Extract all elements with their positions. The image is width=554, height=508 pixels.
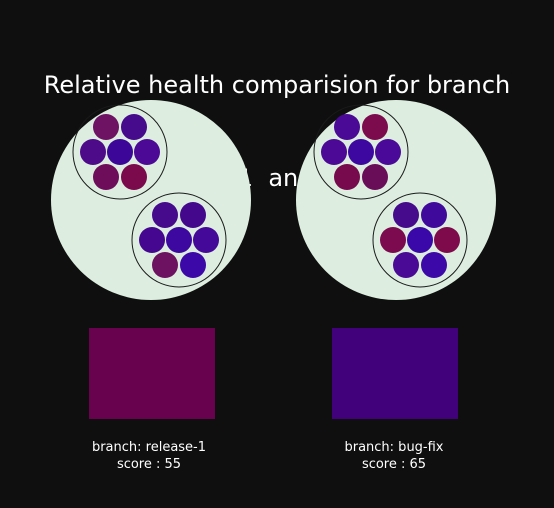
release-1-group-1-dot-6 — [93, 164, 119, 190]
bug-fix-group-1-dot-6 — [334, 164, 360, 190]
bug-fix-label: branch: bug-fix score : 65 — [294, 439, 494, 473]
bug-fix-group-2-bubble — [372, 192, 468, 288]
release-1-branch-text: branch: release-1 — [91, 440, 207, 455]
release-1-group-2-dot-3 — [139, 227, 165, 253]
bug-fix-group-1-dot-5 — [375, 139, 401, 165]
bug-fix-branch-text: branch: bug-fix — [344, 440, 444, 455]
bug-fix-group-1-dot-3 — [321, 139, 347, 165]
bug-fix-score-text: score : 65 — [361, 457, 427, 472]
release-1-group-2-bubble — [131, 192, 227, 288]
bug-fix-group-1-bubble — [313, 104, 409, 200]
bug-fix-group-2-dot-2 — [421, 202, 447, 228]
release-1-group-2-dot-4 — [166, 227, 192, 253]
release-1-group-1-bubble — [72, 104, 168, 200]
release-1-group-1-dot-4 — [107, 139, 133, 165]
release-1-group-1-dot-1 — [93, 114, 119, 140]
release-1-group-1-dot-3 — [80, 139, 106, 165]
bug-fix-health-swatch — [332, 328, 458, 419]
bug-fix-group-2-dot-5 — [434, 227, 460, 253]
bug-fix-group-1-dot-4 — [348, 139, 374, 165]
bug-fix-group-1-dot-2 — [362, 114, 388, 140]
bug-fix-group-2-dot-4 — [407, 227, 433, 253]
release-1-group-2-dot-6 — [152, 252, 178, 278]
release-1-group-1-dot-2 — [121, 114, 147, 140]
bug-fix-group-1-dot-7 — [362, 164, 388, 190]
release-1-health-swatch — [89, 328, 215, 419]
release-1-score-text: score : 55 — [116, 457, 182, 472]
release-1-group-1-dot-7 — [121, 164, 147, 190]
release-1-group-1-dot-5 — [134, 139, 160, 165]
bug-fix-group-2-dot-3 — [380, 227, 406, 253]
bug-fix-group-2-dot-1 — [393, 202, 419, 228]
release-1-label: branch: release-1 score : 55 — [49, 439, 249, 473]
release-1-outer-bubble — [51, 100, 251, 300]
bug-fix-group-2-dot-6 — [393, 252, 419, 278]
title-line-1: Relative health comparision for branch — [43, 71, 511, 99]
release-1-group-2-dot-5 — [193, 227, 219, 253]
release-1-group-2-dot-7 — [180, 252, 206, 278]
bug-fix-group-2-dot-7 — [421, 252, 447, 278]
bug-fix-group-1-dot-1 — [334, 114, 360, 140]
release-1-group-2-dot-1 — [152, 202, 178, 228]
release-1-group-2-dot-2 — [180, 202, 206, 228]
